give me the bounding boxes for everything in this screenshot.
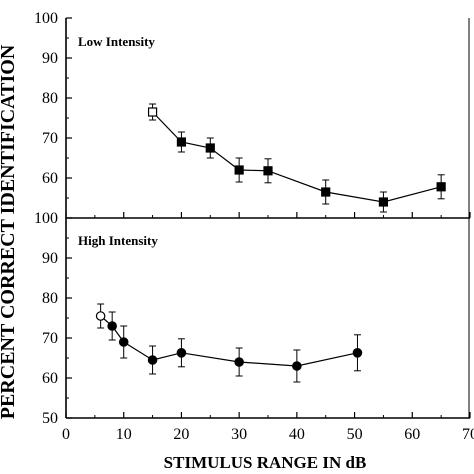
x-tick-label-1: 10 xyxy=(116,426,132,443)
data-point-panel0-5 xyxy=(321,187,331,197)
series-line-panel1 xyxy=(100,315,358,367)
data-point-panel0-3 xyxy=(234,165,244,175)
data-point-panel1-6 xyxy=(292,361,302,371)
series-line-panel0 xyxy=(152,111,442,203)
x-tick-label-6: 60 xyxy=(404,426,420,443)
y-tick-label-panel0-3: 90 xyxy=(42,50,58,67)
y-tick-label-panel0-2: 80 xyxy=(42,90,58,107)
data-point-panel0-7 xyxy=(436,182,446,192)
data-point-panel0-6 xyxy=(378,197,389,207)
data-point-panel1-7 xyxy=(352,347,363,358)
x-tick-label-7: 70 xyxy=(462,426,474,443)
x-axis-label: STIMULUS RANGE IN dB xyxy=(164,453,367,472)
data-point-panel1-2 xyxy=(118,337,129,347)
y-tick-label-panel1-0: 50 xyxy=(42,410,58,427)
data-point-panel1-4 xyxy=(176,347,187,358)
data-point-panel0-2 xyxy=(205,143,215,153)
y-tick-label-panel1-4: 90 xyxy=(42,250,58,267)
y-tick-label-panel1-2: 70 xyxy=(42,330,58,347)
data-point-panel1-3 xyxy=(147,355,158,365)
y-axis-label: PERCENT CORRECT IDENTIFICATION xyxy=(0,44,19,419)
panel-label-low-intensity: Low Intensity xyxy=(78,34,155,49)
data-point-panel1-1 xyxy=(107,321,117,331)
x-tick-label-4: 40 xyxy=(289,426,305,443)
data-point-panel1-0 xyxy=(95,311,106,321)
x-tick-label-2: 20 xyxy=(173,426,189,443)
data-point-panel0-4 xyxy=(263,166,273,176)
y-tick-label-panel0-1: 70 xyxy=(42,130,58,147)
x-tick-label-3: 30 xyxy=(231,426,247,443)
y-tick-label-panel1-5: 100 xyxy=(34,210,58,227)
marks-group xyxy=(95,103,446,383)
y-tick-label-panel0-4: 100 xyxy=(34,10,58,27)
x-tick-label-5: 50 xyxy=(347,426,363,443)
tick-group: 60 70 80 90 100 50 60 70 80 90 100 0 10 20 30 40 50 60 70 xyxy=(34,10,474,443)
data-point-panel1-5 xyxy=(234,357,244,367)
x-tick-label-0: 0 xyxy=(62,426,70,443)
data-point-panel0-0 xyxy=(147,107,158,117)
y-tick-label-panel0-0: 60 xyxy=(42,170,58,187)
data-point-panel0-1 xyxy=(176,137,187,147)
panel-label-high-intensity: High Intensity xyxy=(78,233,158,248)
y-tick-label-panel1-3: 80 xyxy=(42,290,58,307)
y-tick-label-panel1-1: 60 xyxy=(42,370,58,387)
